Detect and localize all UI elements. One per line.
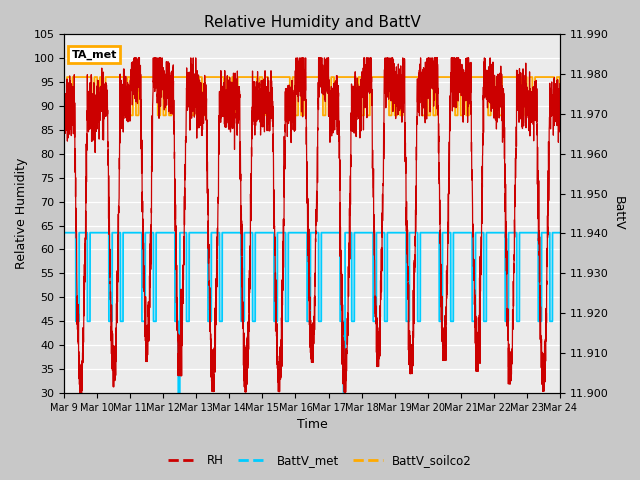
Y-axis label: Relative Humidity: Relative Humidity bbox=[15, 158, 28, 269]
Legend: RH, BattV_met, BattV_soilco2: RH, BattV_met, BattV_soilco2 bbox=[163, 449, 477, 472]
Text: TA_met: TA_met bbox=[72, 49, 117, 60]
Title: Relative Humidity and BattV: Relative Humidity and BattV bbox=[204, 15, 420, 30]
X-axis label: Time: Time bbox=[296, 419, 328, 432]
Y-axis label: BattV: BattV bbox=[612, 196, 625, 231]
